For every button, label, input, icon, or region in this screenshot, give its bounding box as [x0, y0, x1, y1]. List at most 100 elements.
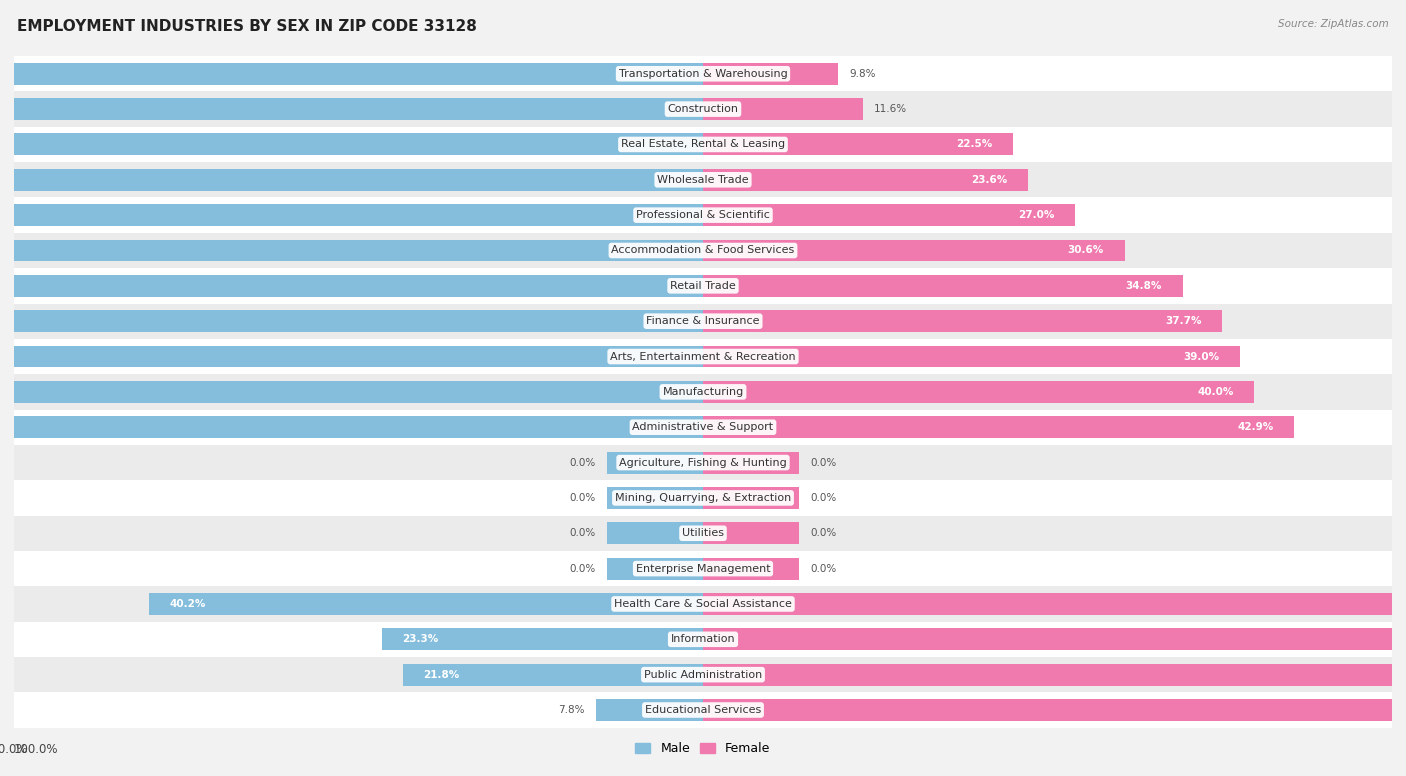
Text: Mining, Quarrying, & Extraction: Mining, Quarrying, & Extraction: [614, 493, 792, 503]
Text: 42.9%: 42.9%: [1237, 422, 1274, 432]
Bar: [703, 275, 1182, 296]
Bar: [14, 339, 1392, 374]
Text: Enterprise Management: Enterprise Management: [636, 563, 770, 573]
Text: 22.5%: 22.5%: [956, 140, 993, 150]
Text: Wholesale Trade: Wholesale Trade: [657, 175, 749, 185]
Bar: [14, 126, 1392, 162]
Bar: [606, 522, 703, 544]
Bar: [149, 593, 703, 615]
Text: 40.2%: 40.2%: [170, 599, 207, 609]
Bar: [703, 133, 1012, 155]
Text: 0.0%: 0.0%: [810, 458, 837, 468]
Text: 30.6%: 30.6%: [1067, 245, 1104, 255]
Text: 100.0%: 100.0%: [14, 743, 59, 756]
Text: 0.0%: 0.0%: [810, 493, 837, 503]
Text: Source: ZipAtlas.com: Source: ZipAtlas.com: [1278, 19, 1389, 29]
Bar: [703, 381, 1254, 403]
Text: Finance & Insurance: Finance & Insurance: [647, 316, 759, 326]
Text: Manufacturing: Manufacturing: [662, 387, 744, 397]
Bar: [14, 197, 1392, 233]
Bar: [703, 169, 1028, 191]
Bar: [0, 416, 703, 438]
Bar: [703, 63, 838, 85]
Bar: [14, 410, 1392, 445]
Text: 0.0%: 0.0%: [569, 528, 596, 539]
Text: 40.0%: 40.0%: [1197, 387, 1233, 397]
Bar: [0, 133, 703, 155]
Text: 11.6%: 11.6%: [875, 104, 907, 114]
Bar: [382, 629, 703, 650]
Bar: [606, 558, 703, 580]
Text: Educational Services: Educational Services: [645, 705, 761, 715]
Bar: [703, 452, 800, 473]
Text: Construction: Construction: [668, 104, 738, 114]
Bar: [703, 416, 1294, 438]
Bar: [703, 629, 1406, 650]
Bar: [14, 515, 1392, 551]
Bar: [14, 480, 1392, 515]
Bar: [14, 587, 1392, 622]
Bar: [0, 63, 703, 85]
Bar: [703, 240, 1125, 262]
Bar: [606, 487, 703, 509]
Bar: [14, 551, 1392, 587]
Bar: [14, 303, 1392, 339]
Bar: [703, 522, 800, 544]
Bar: [14, 374, 1392, 410]
Text: Accommodation & Food Services: Accommodation & Food Services: [612, 245, 794, 255]
Text: Agriculture, Fishing & Hunting: Agriculture, Fishing & Hunting: [619, 458, 787, 468]
Text: 23.3%: 23.3%: [402, 634, 439, 644]
Bar: [703, 204, 1076, 226]
Bar: [0, 275, 703, 296]
Text: 9.8%: 9.8%: [849, 69, 876, 78]
Text: 23.6%: 23.6%: [972, 175, 1008, 185]
Bar: [0, 204, 703, 226]
Text: Public Administration: Public Administration: [644, 670, 762, 680]
Text: Administrative & Support: Administrative & Support: [633, 422, 773, 432]
Text: Retail Trade: Retail Trade: [671, 281, 735, 291]
Text: Information: Information: [671, 634, 735, 644]
Bar: [0, 240, 703, 262]
Text: 0.0%: 0.0%: [569, 458, 596, 468]
Text: Real Estate, Rental & Leasing: Real Estate, Rental & Leasing: [621, 140, 785, 150]
Text: Transportation & Warehousing: Transportation & Warehousing: [619, 69, 787, 78]
Bar: [14, 692, 1392, 728]
Bar: [703, 310, 1222, 332]
Bar: [14, 92, 1392, 126]
Text: 0.0%: 0.0%: [810, 563, 837, 573]
Bar: [703, 558, 800, 580]
Text: 37.7%: 37.7%: [1166, 316, 1202, 326]
Bar: [0, 310, 703, 332]
Text: 0.0%: 0.0%: [569, 563, 596, 573]
Text: 27.0%: 27.0%: [1018, 210, 1054, 220]
Text: 7.8%: 7.8%: [558, 705, 585, 715]
Text: Professional & Scientific: Professional & Scientific: [636, 210, 770, 220]
Bar: [606, 452, 703, 473]
Text: 0.0%: 0.0%: [569, 493, 596, 503]
Bar: [596, 699, 703, 721]
Bar: [703, 98, 863, 120]
Bar: [0, 169, 703, 191]
Text: 100.0%: 100.0%: [0, 743, 28, 756]
Bar: [14, 657, 1392, 692]
Text: 34.8%: 34.8%: [1125, 281, 1161, 291]
Bar: [703, 593, 1406, 615]
Bar: [14, 162, 1392, 197]
Bar: [703, 699, 1406, 721]
Bar: [0, 381, 703, 403]
Bar: [0, 345, 703, 368]
Bar: [703, 487, 800, 509]
Text: Utilities: Utilities: [682, 528, 724, 539]
Text: 21.8%: 21.8%: [423, 670, 460, 680]
Bar: [14, 445, 1392, 480]
Text: Arts, Entertainment & Recreation: Arts, Entertainment & Recreation: [610, 352, 796, 362]
Bar: [14, 233, 1392, 268]
Text: 39.0%: 39.0%: [1184, 352, 1220, 362]
Legend: Male, Female: Male, Female: [630, 737, 776, 760]
Bar: [402, 663, 703, 686]
Text: 0.0%: 0.0%: [810, 528, 837, 539]
Bar: [14, 622, 1392, 657]
Bar: [14, 268, 1392, 303]
Bar: [703, 345, 1240, 368]
Bar: [0, 98, 703, 120]
